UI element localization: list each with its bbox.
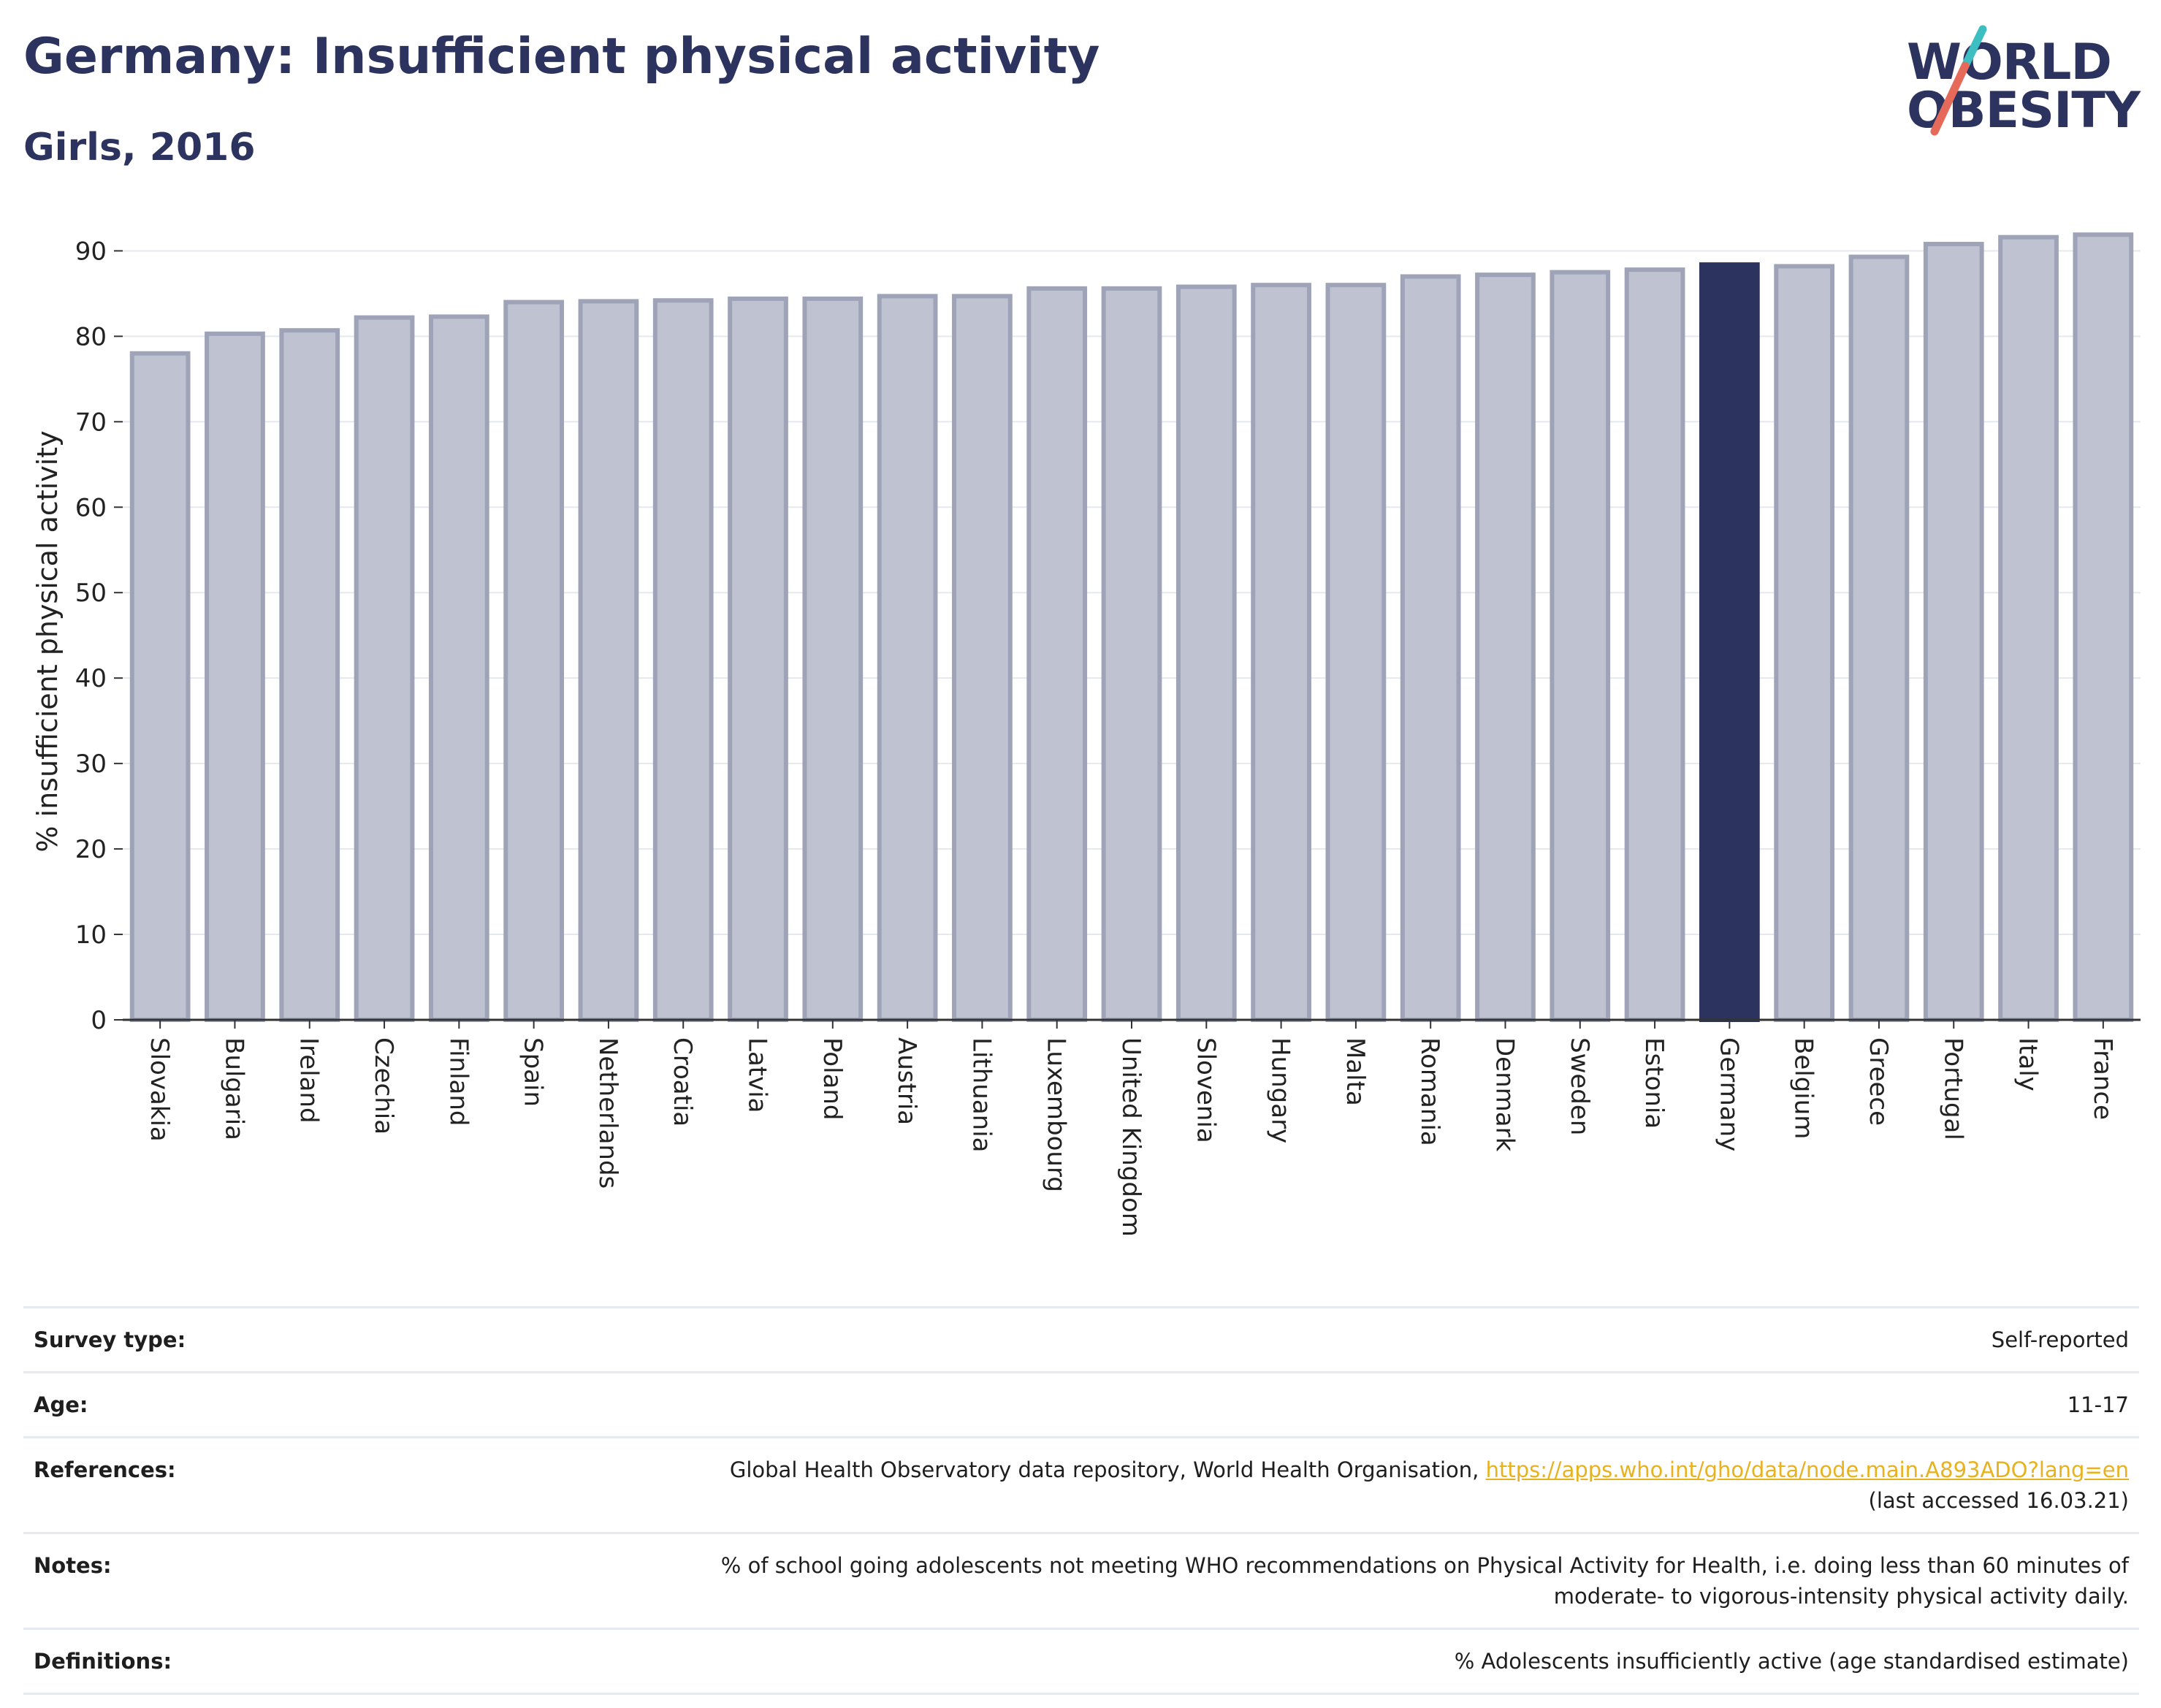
y-tick-label: 30 <box>75 750 107 779</box>
logo-slash-icon <box>1930 25 1987 136</box>
page-title: Germany: Insufficient physical activity <box>23 28 1100 85</box>
bar-austria <box>877 294 938 1023</box>
x-tick-label: Lithuania <box>967 1037 996 1152</box>
chart-bars <box>129 232 2134 1023</box>
bar-romania <box>1400 274 1461 1022</box>
notes-line-1: % of school going adolescents not meetin… <box>720 1553 2129 1578</box>
x-tick-label: Denmark <box>1490 1037 1519 1152</box>
notes-label: Notes: <box>23 1532 453 1629</box>
references-link[interactable]: https://apps.who.int/gho/data/node.main.… <box>1485 1457 2129 1482</box>
bar-finland <box>428 314 489 1023</box>
x-tick-label: Slovakia <box>145 1037 174 1142</box>
bar-spain <box>503 300 564 1022</box>
x-tick-label: Austria <box>892 1037 921 1125</box>
y-tick-label: 70 <box>75 408 107 437</box>
x-tick-label: Spain <box>519 1037 548 1107</box>
x-tick-label: United Kingdom <box>1116 1037 1146 1237</box>
notes-line-2: moderate- to vigorous-intensity physical… <box>1553 1584 2129 1609</box>
x-tick-label: Luxembourg <box>1042 1037 1071 1192</box>
bar-latvia <box>728 296 788 1022</box>
bar-lithuania <box>952 294 1013 1023</box>
definitions-value: % Adolescents insufficiently active (age… <box>453 1628 2139 1695</box>
metadata-table: Survey type: Self-reported Age: 11-17 Re… <box>23 1306 2139 1695</box>
x-tick-label: Germany <box>1714 1037 1743 1151</box>
x-tick-label: Italy <box>2013 1037 2043 1091</box>
y-tick-label: 80 <box>75 322 107 351</box>
y-tick-label: 0 <box>91 1006 107 1035</box>
bar-poland <box>802 296 864 1022</box>
survey-type-value: Self-reported <box>453 1306 2139 1373</box>
x-tick-label: Finland <box>443 1037 473 1126</box>
x-tick-label: Bulgaria <box>219 1037 248 1140</box>
bar-estonia <box>1624 267 1685 1023</box>
bar-germany <box>1699 262 1760 1022</box>
notes-value: % of school going adolescents not meetin… <box>453 1532 2139 1629</box>
y-tick-label: 40 <box>75 664 107 693</box>
bar-belgium <box>1774 264 1835 1022</box>
y-tick-label: 20 <box>75 835 107 864</box>
bar-italy <box>1998 235 2059 1023</box>
x-tick-label: Latvia <box>743 1037 772 1113</box>
age-value: 11-17 <box>453 1371 2139 1438</box>
x-tick-label: Estonia <box>1639 1037 1669 1129</box>
bar-luxembourg <box>1026 286 1088 1022</box>
x-tick-label: Belgium <box>1789 1037 1818 1139</box>
definitions-label: Definitions: <box>23 1628 453 1695</box>
x-tick-label: Hungary <box>1266 1037 1295 1143</box>
bar-hungary <box>1251 283 1311 1023</box>
bar-malta <box>1325 283 1387 1023</box>
bar-czechia <box>354 315 415 1023</box>
references-value: Global Health Observatory data repositor… <box>453 1436 2139 1533</box>
y-tick-label: 60 <box>75 493 107 522</box>
bar-denmark <box>1475 272 1536 1022</box>
logo-line-1: WORLD <box>1907 34 2112 91</box>
x-axis-ticks: Slovakia Bulgaria Ireland Czechia Finland Spa… <box>145 1020 2117 1237</box>
x-tick-label: Croatia <box>668 1037 697 1126</box>
world-obesity-logo: WORLD OBESITY <box>1907 22 2141 153</box>
bar-bulgaria <box>205 331 265 1023</box>
y-tick-label: 10 <box>75 920 107 950</box>
bar-greece <box>1848 254 1910 1023</box>
x-tick-label: Poland <box>817 1037 847 1121</box>
x-tick-label: Ireland <box>294 1037 324 1124</box>
survey-type-label: Survey type: <box>23 1306 453 1373</box>
bar-united-kingdom <box>1101 286 1162 1022</box>
references-label: References: <box>23 1436 453 1533</box>
page-subtitle: Girls, 2016 <box>23 126 256 169</box>
x-tick-label: Netherlands <box>593 1037 622 1189</box>
references-accessed: (last accessed 16.03.21) <box>1868 1488 2129 1513</box>
bar-slovakia <box>129 351 191 1022</box>
notes-row: Notes: % of school going adolescents not… <box>23 1532 2139 1629</box>
y-axis-label: % insufficient physical activity <box>31 430 64 852</box>
x-tick-label: Greece <box>1864 1037 1893 1126</box>
x-tick-label: Sweden <box>1565 1037 1594 1135</box>
references-text: Global Health Observatory data repositor… <box>729 1457 1486 1482</box>
x-tick-label: Slovenia <box>1191 1037 1220 1143</box>
bar-croatia <box>652 298 714 1023</box>
definitions-row: Definitions: % Adolescents insufficientl… <box>23 1628 2139 1695</box>
survey-type-row: Survey type: Self-reported <box>23 1306 2139 1373</box>
references-row: References: Global Health Observatory da… <box>23 1436 2139 1533</box>
bar-netherlands <box>578 299 639 1023</box>
bar-chart: 0 10 20 30 40 50 60 70 80 90 Slovakia Bulgaria Irel… <box>31 232 2141 1237</box>
x-tick-label: Romania <box>1415 1037 1444 1146</box>
bar-france <box>2073 232 2134 1023</box>
y-axis-ticks: 0 10 20 30 40 50 60 70 80 90 <box>75 237 123 1035</box>
x-tick-label: Portugal <box>1938 1037 1967 1140</box>
bar-slovenia <box>1175 284 1237 1022</box>
bar-ireland <box>279 328 340 1022</box>
x-tick-label: Czechia <box>369 1037 398 1135</box>
y-tick-label: 90 <box>75 237 107 266</box>
bar-portugal <box>1923 242 1984 1022</box>
x-tick-label: Malta <box>1341 1037 1370 1106</box>
x-tick-label: France <box>2088 1037 2117 1120</box>
age-label: Age: <box>23 1371 453 1438</box>
bar-sweden <box>1550 270 1611 1022</box>
y-tick-label: 50 <box>75 579 107 608</box>
age-row: Age: 11-17 <box>23 1371 2139 1438</box>
